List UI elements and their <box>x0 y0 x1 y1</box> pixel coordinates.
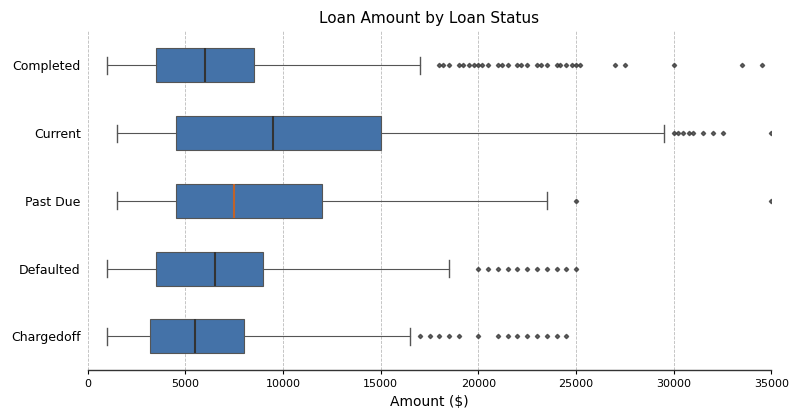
PathPatch shape <box>175 184 322 218</box>
PathPatch shape <box>175 116 381 150</box>
PathPatch shape <box>156 252 263 286</box>
X-axis label: Amount ($): Amount ($) <box>390 395 469 409</box>
PathPatch shape <box>156 48 254 82</box>
PathPatch shape <box>150 320 244 353</box>
Title: Loan Amount by Loan Status: Loan Amount by Loan Status <box>319 11 539 26</box>
